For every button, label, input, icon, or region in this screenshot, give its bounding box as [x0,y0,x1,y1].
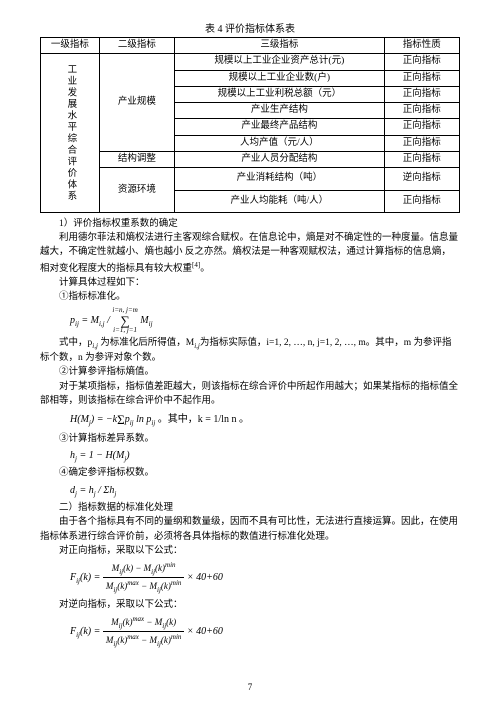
cell: 产业人均能耗（吨/人） [175,190,385,212]
indicator-table: 一级指标 二级指标 三级指标 指标性质 工业发展水平综合评价体系 产业规模 规模… [40,37,460,213]
th-3: 三级指标 [175,38,385,54]
forward-label: 对正向指标，采取以下公式： [40,544,460,558]
formula-forward: Fij(k) = Mij(k) − Mij(k)minMij(k)max − M… [40,560,460,596]
th-4: 指标性质 [384,38,459,54]
group3-col2: 资源环境 [99,168,174,213]
cell: 产业生产结构 [175,103,385,119]
cell: 正向指标 [384,86,459,102]
cell: 正向指标 [384,152,459,168]
cell: 正向指标 [384,119,459,135]
cell: 规模以上工业利税总额（元） [175,86,385,102]
cell: 正向指标 [384,54,459,70]
group1-col2: 产业规模 [99,54,174,152]
formula1-note: 式中，pi,j 为标准化后所得值，Mi,j为指标实际值，i=1, 2, …, n… [40,336,460,366]
group2-col2: 结构调整 [99,152,174,168]
formula-1: pij = Mi,j / i=n, j=m∑i=1, j=1 Mij [40,307,460,334]
page-number: 7 [0,682,500,692]
cell: 规模以上工业企业资产总计(元) [175,54,385,70]
cell: 正向指标 [384,103,459,119]
step2-text: 对于某项指标，指标值差距越大，则该指标在综合评价中所起作用越大；如果某指标的指标… [40,380,460,409]
formula-3: hj = 1 − H(Mj) [40,448,460,465]
table-title: 表 4 评价指标体系表 [40,20,460,35]
cell: 正向指标 [384,135,459,151]
formula-4: dj = hj / Σhj [40,483,460,500]
cell: 正向指标 [384,70,459,86]
th-1: 一级指标 [41,38,100,54]
step3-label: ③计算指标差异系数。 [40,432,460,446]
step4-label: ④确定参评指标权数。 [40,466,460,480]
cell: 规模以上工业企业数(户) [175,70,385,86]
section1-p2: 计算具体过程如下： [40,276,460,290]
cell: 产业消耗结构（吨） [175,168,385,190]
section2-body: 由于各个指标具有不同的量纲和数量级，因而不具有可比性，无法进行直接运算。因此，在… [40,515,460,544]
section2-heading: 二）指标数据的标准化处理 [40,501,460,515]
cell: 人均产值（元/人） [175,135,385,151]
cell: 产业人员分配结构 [175,152,385,168]
section1-heading: 1）评价指标权重系数的确定 [40,217,460,231]
cell: 产业最终产品结构 [175,119,385,135]
cell: 逆向指标 [384,168,459,190]
reverse-label: 对逆向指标，采取以下公式： [40,598,460,612]
step2-label: ②计算参评指标熵值。 [40,365,460,379]
formula-2: H(Mj) = −kΣpij ln pij 。其中，k = 1/ln n 。 [40,410,460,430]
section1-p1: 利用德尔菲法和熵权法进行主客观综合赋权。在信息论中，熵是对不确定性的一种度量。信… [40,231,460,276]
formula-reverse: Fij(k) = Mij(k)max − Mij(k)Mij(k)max − M… [40,614,460,650]
cell: 正向指标 [384,190,459,212]
th-2: 二级指标 [99,38,174,54]
col1-merged: 工业发展水平综合评价体系 [41,54,100,213]
step1-label: ①指标标准化。 [40,290,460,304]
